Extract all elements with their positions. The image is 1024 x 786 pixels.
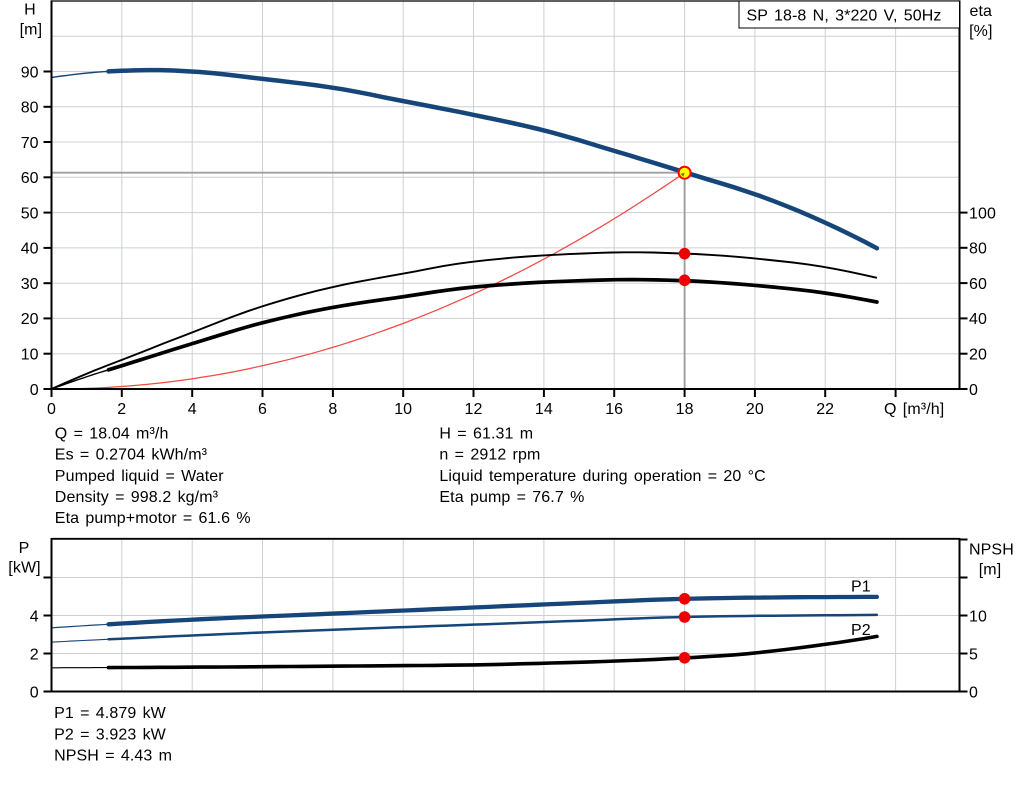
svg-text:50: 50	[21, 205, 39, 222]
svg-text:20: 20	[21, 311, 39, 328]
svg-text:2: 2	[117, 401, 126, 418]
svg-text:Es = 0.2704 kWh/m³: Es = 0.2704 kWh/m³	[55, 447, 208, 464]
svg-text:90: 90	[21, 64, 39, 81]
svg-text:0: 0	[47, 401, 56, 418]
svg-text:4: 4	[188, 401, 197, 418]
svg-text:6: 6	[258, 401, 267, 418]
svg-text:2: 2	[30, 646, 39, 663]
svg-text:80: 80	[969, 241, 987, 258]
svg-text:10: 10	[394, 401, 412, 418]
svg-text:Eta pump = 76.7 %: Eta pump = 76.7 %	[439, 489, 584, 506]
svg-text:Q [m³/h]: Q [m³/h]	[884, 401, 944, 418]
svg-text:8: 8	[328, 401, 337, 418]
svg-text:H: H	[24, 2, 36, 19]
svg-text:60: 60	[21, 170, 39, 187]
svg-text:[m]: [m]	[20, 22, 43, 39]
svg-text:[kW]: [kW]	[8, 560, 40, 577]
svg-text:20: 20	[969, 347, 987, 364]
svg-text:n = 2912 rpm: n = 2912 rpm	[439, 447, 540, 464]
svg-text:30: 30	[21, 276, 39, 293]
svg-text:4: 4	[30, 608, 39, 625]
svg-text:60: 60	[969, 276, 987, 293]
svg-text:Liquid temperature during oper: Liquid temperature during operation = 20…	[439, 468, 765, 485]
svg-text:P2: P2	[851, 622, 871, 639]
svg-text:P2 = 3.923 kW: P2 = 3.923 kW	[54, 726, 167, 743]
svg-text:40: 40	[969, 311, 987, 328]
svg-text:14: 14	[535, 401, 553, 418]
svg-text:NPSH: NPSH	[969, 541, 1014, 558]
svg-text:Q = 18.04 m³/h: Q = 18.04 m³/h	[55, 425, 169, 442]
svg-text:70: 70	[21, 135, 39, 152]
svg-text:20: 20	[746, 401, 764, 418]
svg-text:[%]: [%]	[969, 23, 992, 40]
svg-text:P1: P1	[851, 578, 871, 595]
svg-text:40: 40	[21, 241, 39, 258]
svg-text:[m]: [m]	[979, 561, 1002, 578]
svg-text:10: 10	[21, 347, 39, 364]
svg-text:P: P	[19, 540, 30, 557]
svg-text:16: 16	[605, 401, 623, 418]
svg-text:eta: eta	[970, 3, 993, 20]
svg-text:NPSH = 4.43 m: NPSH = 4.43 m	[54, 748, 172, 765]
svg-text:18: 18	[676, 401, 694, 418]
svg-text:Eta pump+motor = 61.6 %: Eta pump+motor = 61.6 %	[55, 510, 251, 527]
svg-text:100: 100	[969, 205, 996, 222]
svg-text:12: 12	[465, 401, 483, 418]
svg-text:H = 61.31 m: H = 61.31 m	[439, 425, 533, 442]
svg-text:0: 0	[969, 382, 978, 399]
svg-text:Density = 998.2 kg/m³: Density = 998.2 kg/m³	[55, 489, 219, 506]
svg-text:SP 18-8 N, 3*220 V, 50Hz: SP 18-8 N, 3*220 V, 50Hz	[747, 8, 942, 25]
svg-text:10: 10	[969, 608, 987, 625]
svg-text:0: 0	[30, 684, 39, 701]
svg-text:P1 = 4.879 kW: P1 = 4.879 kW	[54, 705, 167, 722]
svg-text:0: 0	[969, 684, 978, 701]
svg-text:0: 0	[30, 382, 39, 399]
svg-text:80: 80	[21, 100, 39, 117]
svg-text:Pumped liquid = Water: Pumped liquid = Water	[55, 468, 224, 485]
svg-text:22: 22	[816, 401, 834, 418]
svg-text:5: 5	[969, 646, 978, 663]
